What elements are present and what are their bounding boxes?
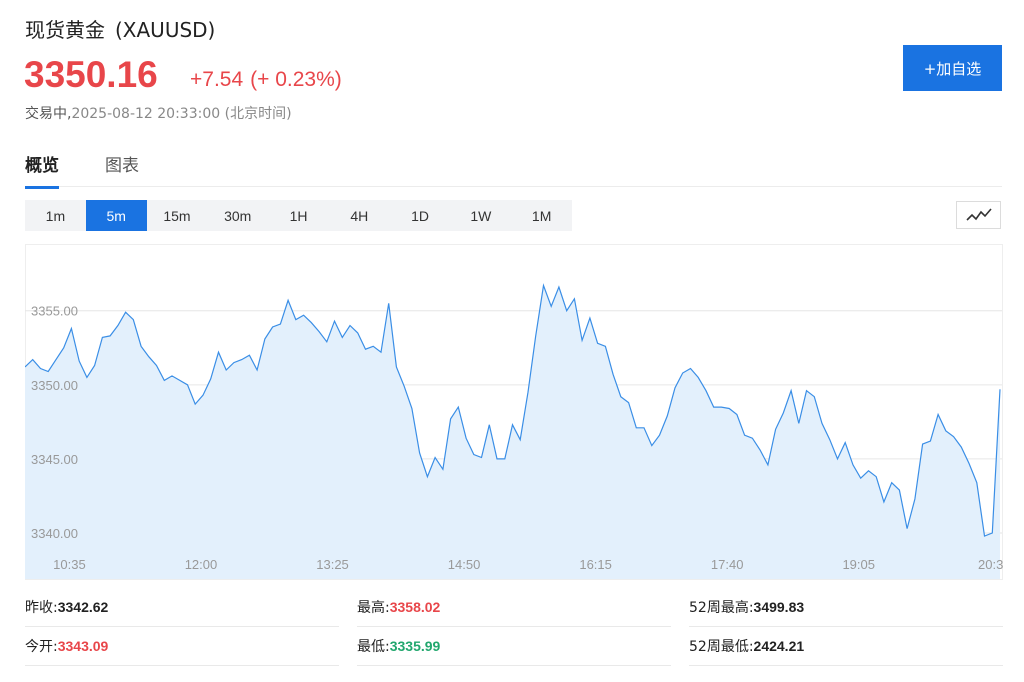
stat-label: 今开: <box>25 639 58 655</box>
stats-row: 昨收: 3342.62 最高: 3358.02 52周最高: 3499.83 <box>25 588 1003 627</box>
x-tick-label: 19:05 <box>842 557 875 572</box>
line-chart-icon <box>965 208 992 221</box>
price-chart[interactable]: 3355.00 3350.00 3345.00 3340.00 10:35 12:00 13… <box>25 244 1003 580</box>
trading-status: 交易中,2025-08-12 20:33:00 (北京时间) <box>25 103 292 123</box>
price-line <box>25 283 1001 537</box>
status-label: 交易中, <box>25 106 72 122</box>
tab-bar: 概览 图表 <box>25 146 1002 189</box>
stat-value: 3358.02 <box>389 599 441 615</box>
x-tick-label: 20:3 <box>978 557 1003 572</box>
stat-label: 最高: <box>357 600 390 616</box>
stats-row: 今开: 3343.09 最低: 3335.99 52周最低: 2424.21 <box>25 627 1003 666</box>
instrument-code: (XAUUSD) <box>115 18 216 42</box>
y-tick-label: 3340.00 <box>31 526 78 541</box>
chart-type-button[interactable] <box>956 201 1001 229</box>
stat-high: 最高: 3358.02 <box>357 588 671 627</box>
stat-low: 最低: 3335.99 <box>357 627 671 666</box>
period-1w[interactable]: 1W <box>470 207 492 224</box>
period-5m[interactable]: 5m <box>85 200 147 231</box>
stat-52w-low: 52周最低: 2424.21 <box>689 627 1003 666</box>
instrument-title: 现货黄金 (XAUUSD) <box>25 14 215 43</box>
status-timezone: (北京时间) <box>224 106 292 122</box>
stat-prev-close: 昨收: 3342.62 <box>25 588 339 627</box>
period-1m[interactable]: 1m <box>45 207 66 224</box>
x-tick-label: 17:40 <box>711 557 744 572</box>
x-tick-label: 12:00 <box>185 557 218 572</box>
x-tick-label: 13:25 <box>316 557 349 572</box>
period-30m[interactable]: 30m <box>224 207 252 224</box>
stat-value: 3342.62 <box>57 599 109 615</box>
period-1d[interactable]: 1D <box>411 207 430 224</box>
stat-value: 3343.09 <box>57 638 109 654</box>
current-price: 3350.16 <box>24 54 158 95</box>
x-tick-label: 14:50 <box>448 557 481 572</box>
tab-charts[interactable]: 图表 <box>105 156 139 176</box>
period-selector: 1m 5m 15m 30m 1H 4H 1D 1W 1M <box>25 200 572 231</box>
change-value: +7.54 <box>190 68 244 91</box>
instrument-name: 现货黄金 <box>25 18 105 42</box>
period-4h[interactable]: 4H <box>350 207 369 224</box>
period-15m[interactable]: 15m <box>163 207 191 224</box>
x-tick-label: 16:15 <box>579 557 612 572</box>
stat-label: 52周最高: <box>689 600 754 616</box>
price-change: +7.54 (+ 0.23%) <box>190 68 349 92</box>
stat-value: 3499.83 <box>753 599 805 615</box>
stat-label: 最低: <box>357 639 390 655</box>
price-area <box>25 285 1000 579</box>
x-tick-label: 10:35 <box>53 557 86 572</box>
y-tick-label: 3355.00 <box>31 304 78 319</box>
stat-label: 昨收: <box>25 600 58 616</box>
change-percent: (+ 0.23%) <box>250 68 342 91</box>
add-watchlist-button[interactable]: +加自选 <box>903 45 1002 91</box>
stat-open: 今开: 3343.09 <box>25 627 339 666</box>
stat-value: 2424.21 <box>753 638 805 654</box>
status-timestamp: 2025-08-12 20:33:00 <box>71 106 221 122</box>
period-1mo[interactable]: 1M <box>531 207 552 224</box>
y-tick-label: 3350.00 <box>31 378 78 393</box>
tab-overview[interactable]: 概览 <box>25 151 59 189</box>
stat-52w-high: 52周最高: 3499.83 <box>689 588 1003 627</box>
period-1h[interactable]: 1H <box>289 207 308 224</box>
stat-value: 3335.99 <box>389 638 441 654</box>
y-tick-label: 3345.00 <box>31 452 78 467</box>
stat-label: 52周最低: <box>689 639 754 655</box>
